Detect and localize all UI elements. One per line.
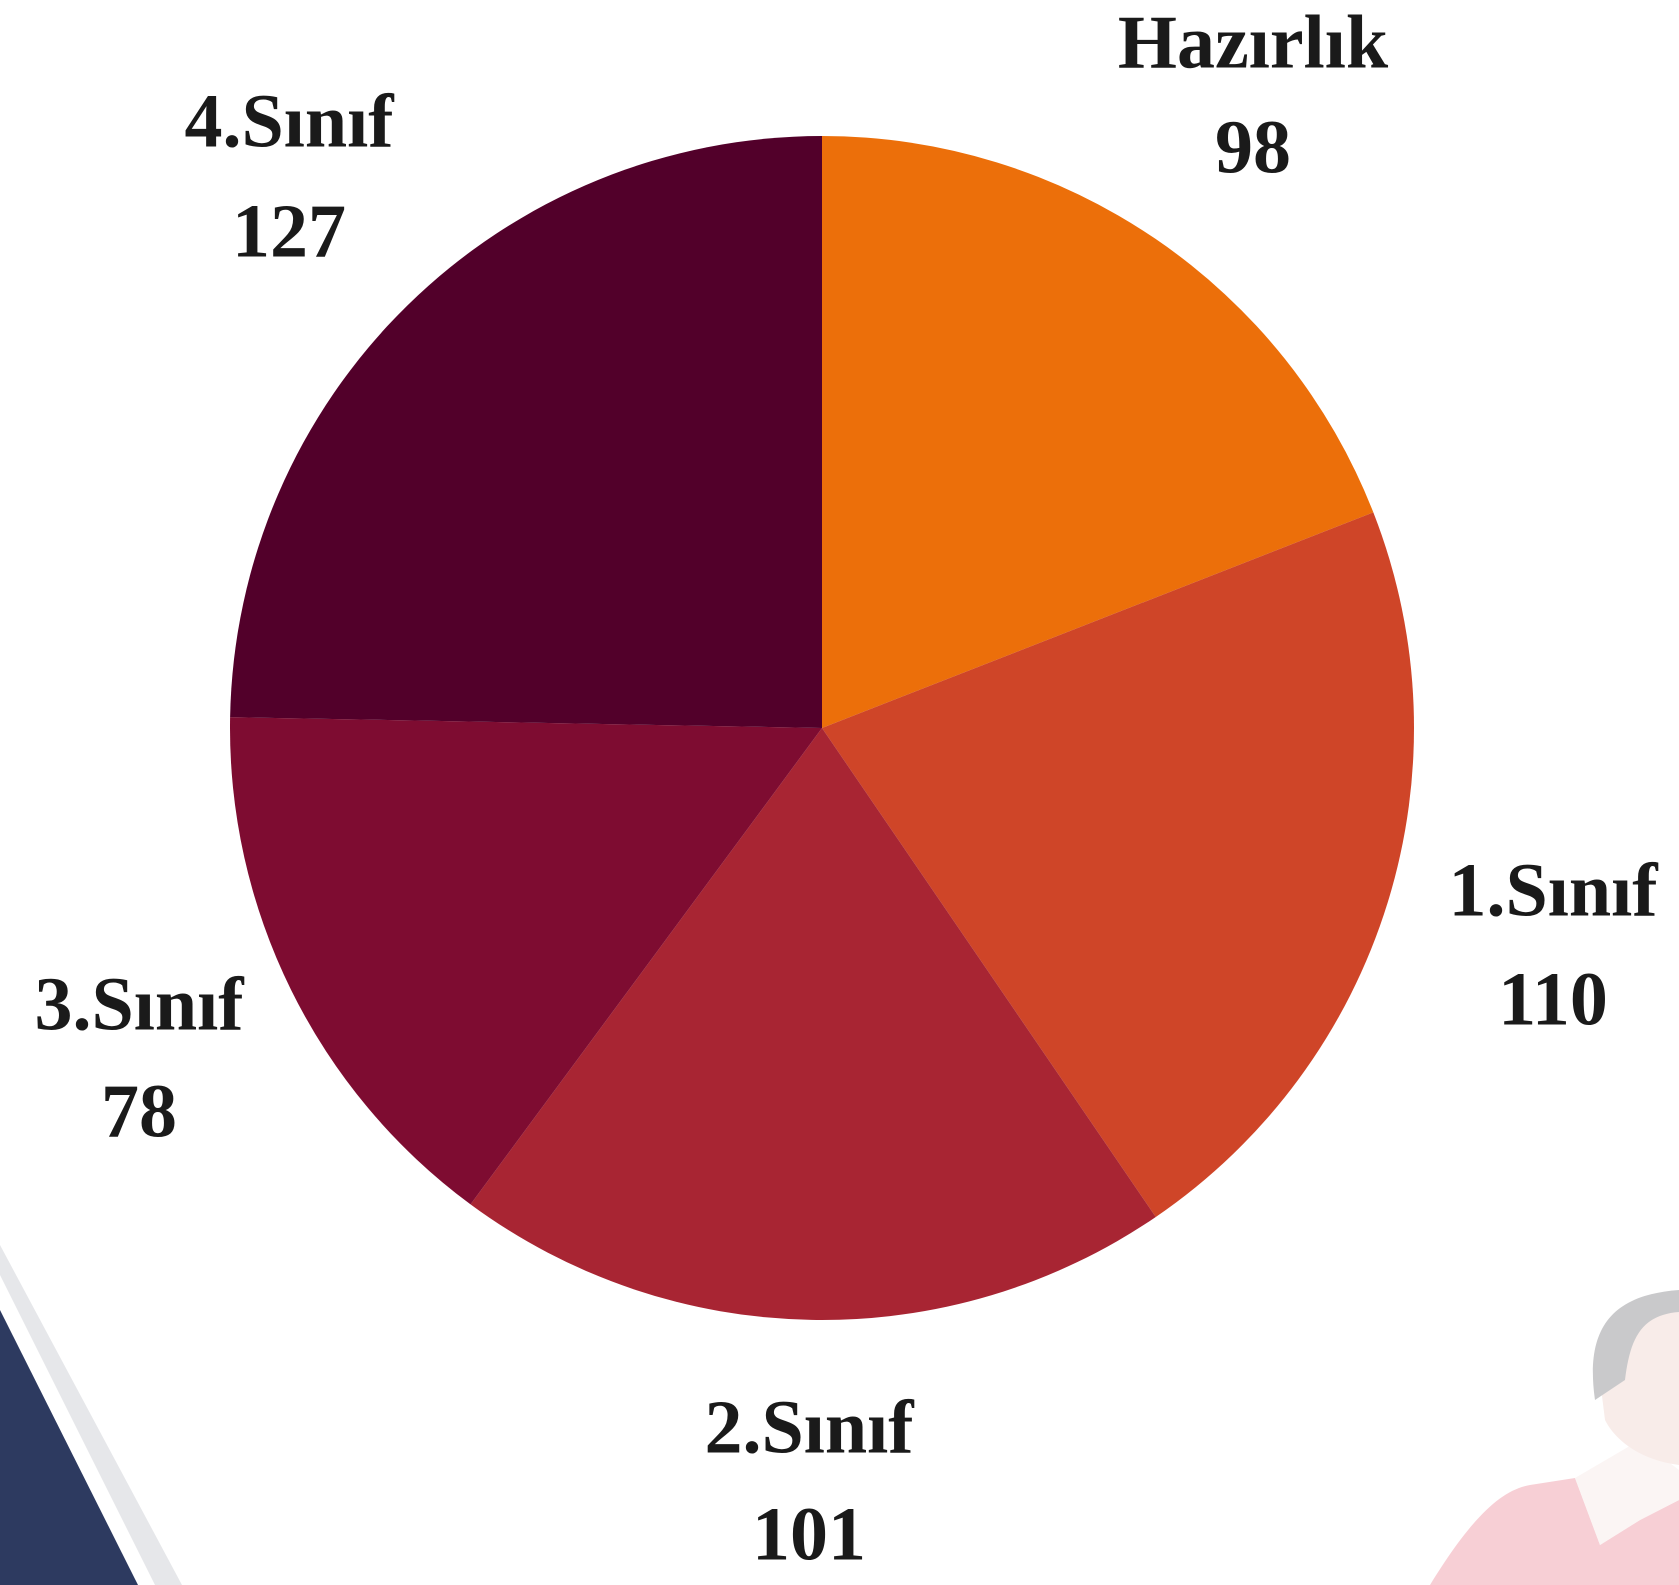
slice-label: 1.Sınıf	[1448, 848, 1659, 932]
chart: Hazırlık 98 1.Sınıf 110 2.Sınıf 101 3.Sınıf 78 4…	[0, 0, 1679, 1585]
slice-value: 78	[101, 1069, 177, 1153]
slice-value: 101	[752, 1492, 866, 1576]
navy-shape	[0, 1310, 138, 1585]
slice-value: 127	[232, 189, 346, 273]
slice-label: Hazırlık	[1118, 0, 1389, 84]
slice-value: 98	[1215, 105, 1291, 189]
slice-value: 110	[1498, 957, 1608, 1041]
slice-label: 4.Sınıf	[184, 79, 395, 163]
slice-label: 2.Sınıf	[704, 1385, 915, 1469]
slice-label: 3.Sınıf	[34, 962, 245, 1046]
